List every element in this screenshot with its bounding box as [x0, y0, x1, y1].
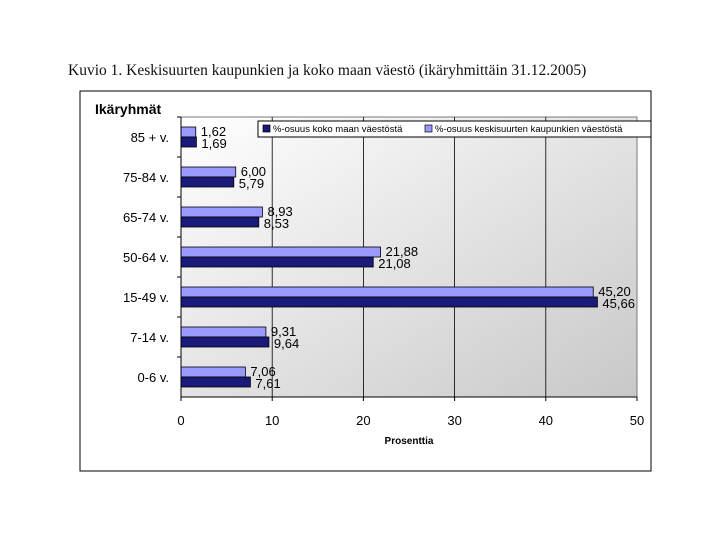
value-label-koko-maa: 5,79 — [239, 176, 264, 191]
legend: %-osuus koko maan väestöstä %-osuus kesk… — [257, 120, 652, 138]
category-label: 75-84 v. — [123, 170, 169, 185]
bar-keskisuuret — [180, 166, 237, 178]
bar-koko-maa — [180, 136, 197, 148]
value-label-keskisuuret: 45,20 — [598, 284, 631, 299]
value-label-koko-maa: 7,61 — [255, 376, 280, 391]
category-label: 85 + v. — [131, 130, 169, 145]
x-tick-label: 10 — [265, 413, 279, 428]
legend-swatch-koko-maa — [262, 124, 271, 133]
category-labels: 85 + v. 75-84 v. 65-74 v. 50-64 v. 15-49 v. 7… — [123, 116, 181, 385]
x-tick-labels: 0 10 20 30 40 50 — [177, 117, 644, 428]
value-label-koko-maa: 8,53 — [264, 216, 289, 231]
value-label-keskisuuret: 6,00 — [241, 164, 266, 179]
value-label-koko-maa: 9,64 — [274, 336, 299, 351]
bar-keskisuuret — [180, 206, 263, 218]
x-tick-label: 30 — [447, 413, 461, 428]
bar-koko-maa — [180, 296, 598, 308]
bar-keskisuuret — [180, 126, 197, 138]
value-label-keskisuuret: 21,88 — [386, 244, 419, 259]
value-label-koko-maa: 45,66 — [602, 296, 635, 311]
value-label-keskisuuret: 1,62 — [201, 124, 226, 139]
category-label: 7-14 v. — [130, 330, 169, 345]
bar-koko-maa — [180, 336, 270, 348]
value-label-keskisuuret: 9,31 — [271, 324, 296, 339]
value-label-koko-maa: 21,08 — [378, 256, 411, 271]
bars — [180, 126, 598, 388]
value-label-keskisuuret: 7,06 — [250, 364, 275, 379]
legend-label-keskisuuret: %-osuus keskisuurten kaupunkien väestöst… — [435, 124, 623, 135]
x-tick-label: 20 — [356, 413, 370, 428]
bar-koko-maa — [180, 376, 251, 388]
bar-keskisuuret — [180, 366, 246, 378]
bar-keskisuuret — [180, 246, 381, 258]
x-axis-title: Prosenttia — [385, 436, 434, 447]
value-label-koko-maa: 1,69 — [201, 136, 226, 151]
bar-koko-maa — [180, 256, 374, 268]
y-axis-title: Ikäryhmät — [95, 101, 161, 117]
bar-keskisuuret — [180, 286, 594, 298]
category-label: 0-6 v. — [137, 370, 169, 385]
bar-koko-maa — [180, 176, 235, 188]
bar-keskisuuret — [180, 326, 267, 338]
figure-caption: Kuvio 1. Keskisuurten kaupunkien ja koko… — [68, 62, 587, 79]
x-tick-label: 0 — [177, 413, 184, 428]
x-tick-label: 40 — [539, 413, 553, 428]
legend-swatch-keskisuuret — [424, 124, 433, 133]
category-label: 50-64 v. — [123, 250, 169, 265]
legend-box — [257, 120, 652, 138]
category-label: 65-74 v. — [123, 210, 169, 225]
x-tick-label: 50 — [630, 413, 644, 428]
value-label-keskisuuret: 8,93 — [267, 204, 292, 219]
legend-label-koko-maa: %-osuus koko maan väestöstä — [273, 124, 403, 135]
bar-koko-maa — [180, 216, 260, 228]
category-label: 15-49 v. — [123, 290, 169, 305]
